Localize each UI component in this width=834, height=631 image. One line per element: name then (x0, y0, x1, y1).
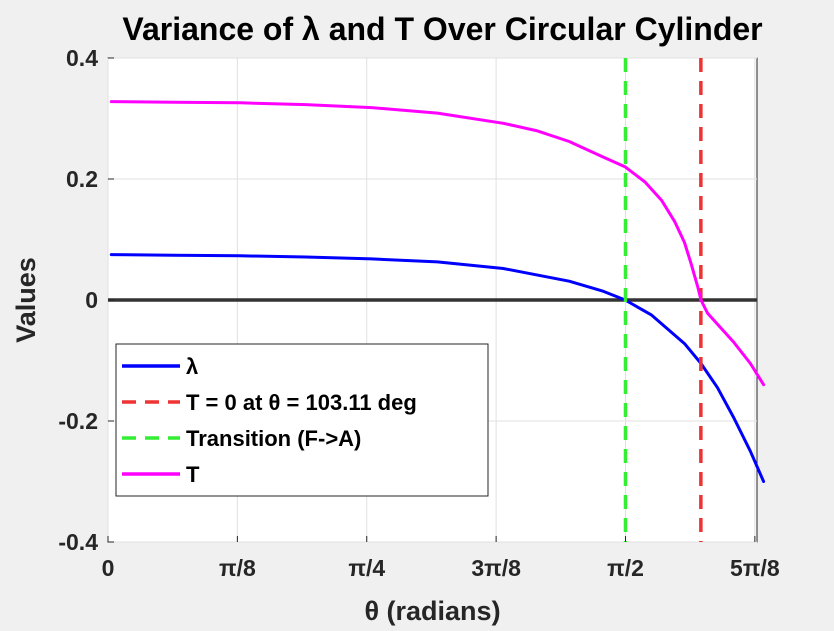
legend: λ T = 0 at θ = 103.11 deg Transition (F->A… (115, 343, 489, 497)
series-layer (108, 58, 766, 542)
series-0-line (109, 253, 766, 483)
legend-label-0: λ (186, 354, 198, 379)
series-3-line (109, 100, 766, 387)
y-tick-label: 0.4 (66, 45, 98, 71)
y-tick-label: -0.4 (58, 529, 98, 555)
legend-label-3: T (186, 462, 200, 487)
x-tick-label: π/8 (219, 555, 256, 581)
legend-label-1: T = 0 at θ = 103.11 deg (186, 390, 417, 415)
x-tick-label: 5π/8 (730, 555, 780, 581)
y-axis-label: Values (11, 257, 41, 343)
x-tick-label: 3π/8 (471, 555, 521, 581)
legend-label-2: Transition (F->A) (186, 426, 361, 451)
y-tick-label: 0.2 (66, 166, 98, 192)
tick-labels: 0 π/8 π/4 3π/8 π/2 5π/8 -0.4 -0.2 0 0.2 0.4 (58, 45, 779, 581)
y-tick-label: -0.2 (58, 408, 98, 434)
legend-box (115, 343, 489, 497)
legend-items: λ T = 0 at θ = 103.11 deg Transition (F->A… (122, 354, 417, 487)
x-tick-label: π/4 (348, 555, 385, 581)
chart-title: Variance of λ and T Over Circular Cylind… (122, 11, 762, 47)
x-tick-label: π/2 (607, 555, 644, 581)
x-tick-label: 0 (102, 555, 115, 581)
y-tick-label: 0 (85, 287, 98, 313)
x-axis-label: θ (radians) (364, 596, 500, 626)
